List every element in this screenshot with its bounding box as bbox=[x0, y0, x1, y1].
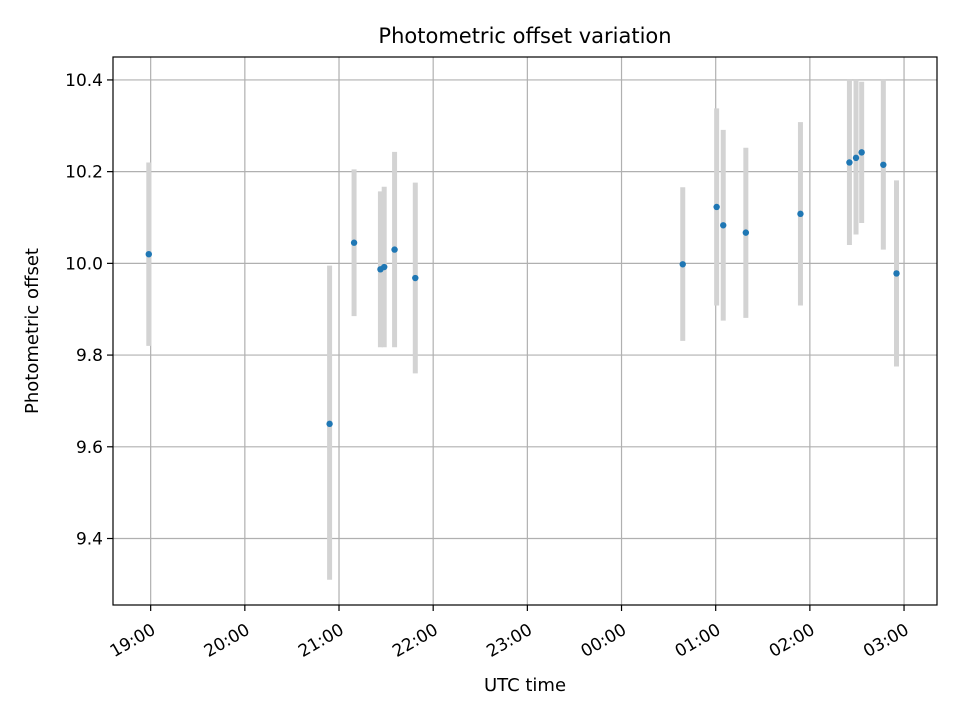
data-point bbox=[852, 154, 860, 162]
y-tick-label: 9.6 bbox=[76, 438, 103, 458]
data-point bbox=[893, 270, 900, 277]
y-tick-label: 10.0 bbox=[65, 254, 103, 274]
y-tick-label: 9.8 bbox=[76, 346, 103, 366]
y-tick-label: 10.2 bbox=[65, 163, 103, 183]
y-axis-label: Photometric offset bbox=[22, 248, 43, 414]
y-tick-label: 9.4 bbox=[76, 530, 103, 550]
plot-frame bbox=[112, 56, 938, 606]
data-points bbox=[145, 149, 900, 428]
data-point bbox=[858, 149, 865, 156]
data-point bbox=[145, 250, 152, 258]
data-point bbox=[797, 210, 804, 218]
data-point bbox=[679, 261, 686, 268]
data-point bbox=[391, 246, 398, 253]
data-point bbox=[713, 203, 720, 211]
data-point bbox=[846, 159, 853, 166]
y-tick-label: 10.4 bbox=[65, 71, 103, 91]
data-point bbox=[350, 239, 358, 246]
data-point bbox=[326, 420, 333, 428]
data-point bbox=[742, 229, 750, 236]
y-axis-ticks: 9.4 9.6 9.8 10.0 10.2 10.4 bbox=[65, 71, 113, 550]
x-axis-label: UTC time bbox=[484, 675, 566, 696]
chart-title: Photometric offset variation bbox=[378, 24, 671, 48]
data-point bbox=[381, 263, 388, 271]
data-point bbox=[412, 274, 419, 282]
data-point bbox=[720, 222, 727, 229]
data-point bbox=[880, 161, 887, 168]
